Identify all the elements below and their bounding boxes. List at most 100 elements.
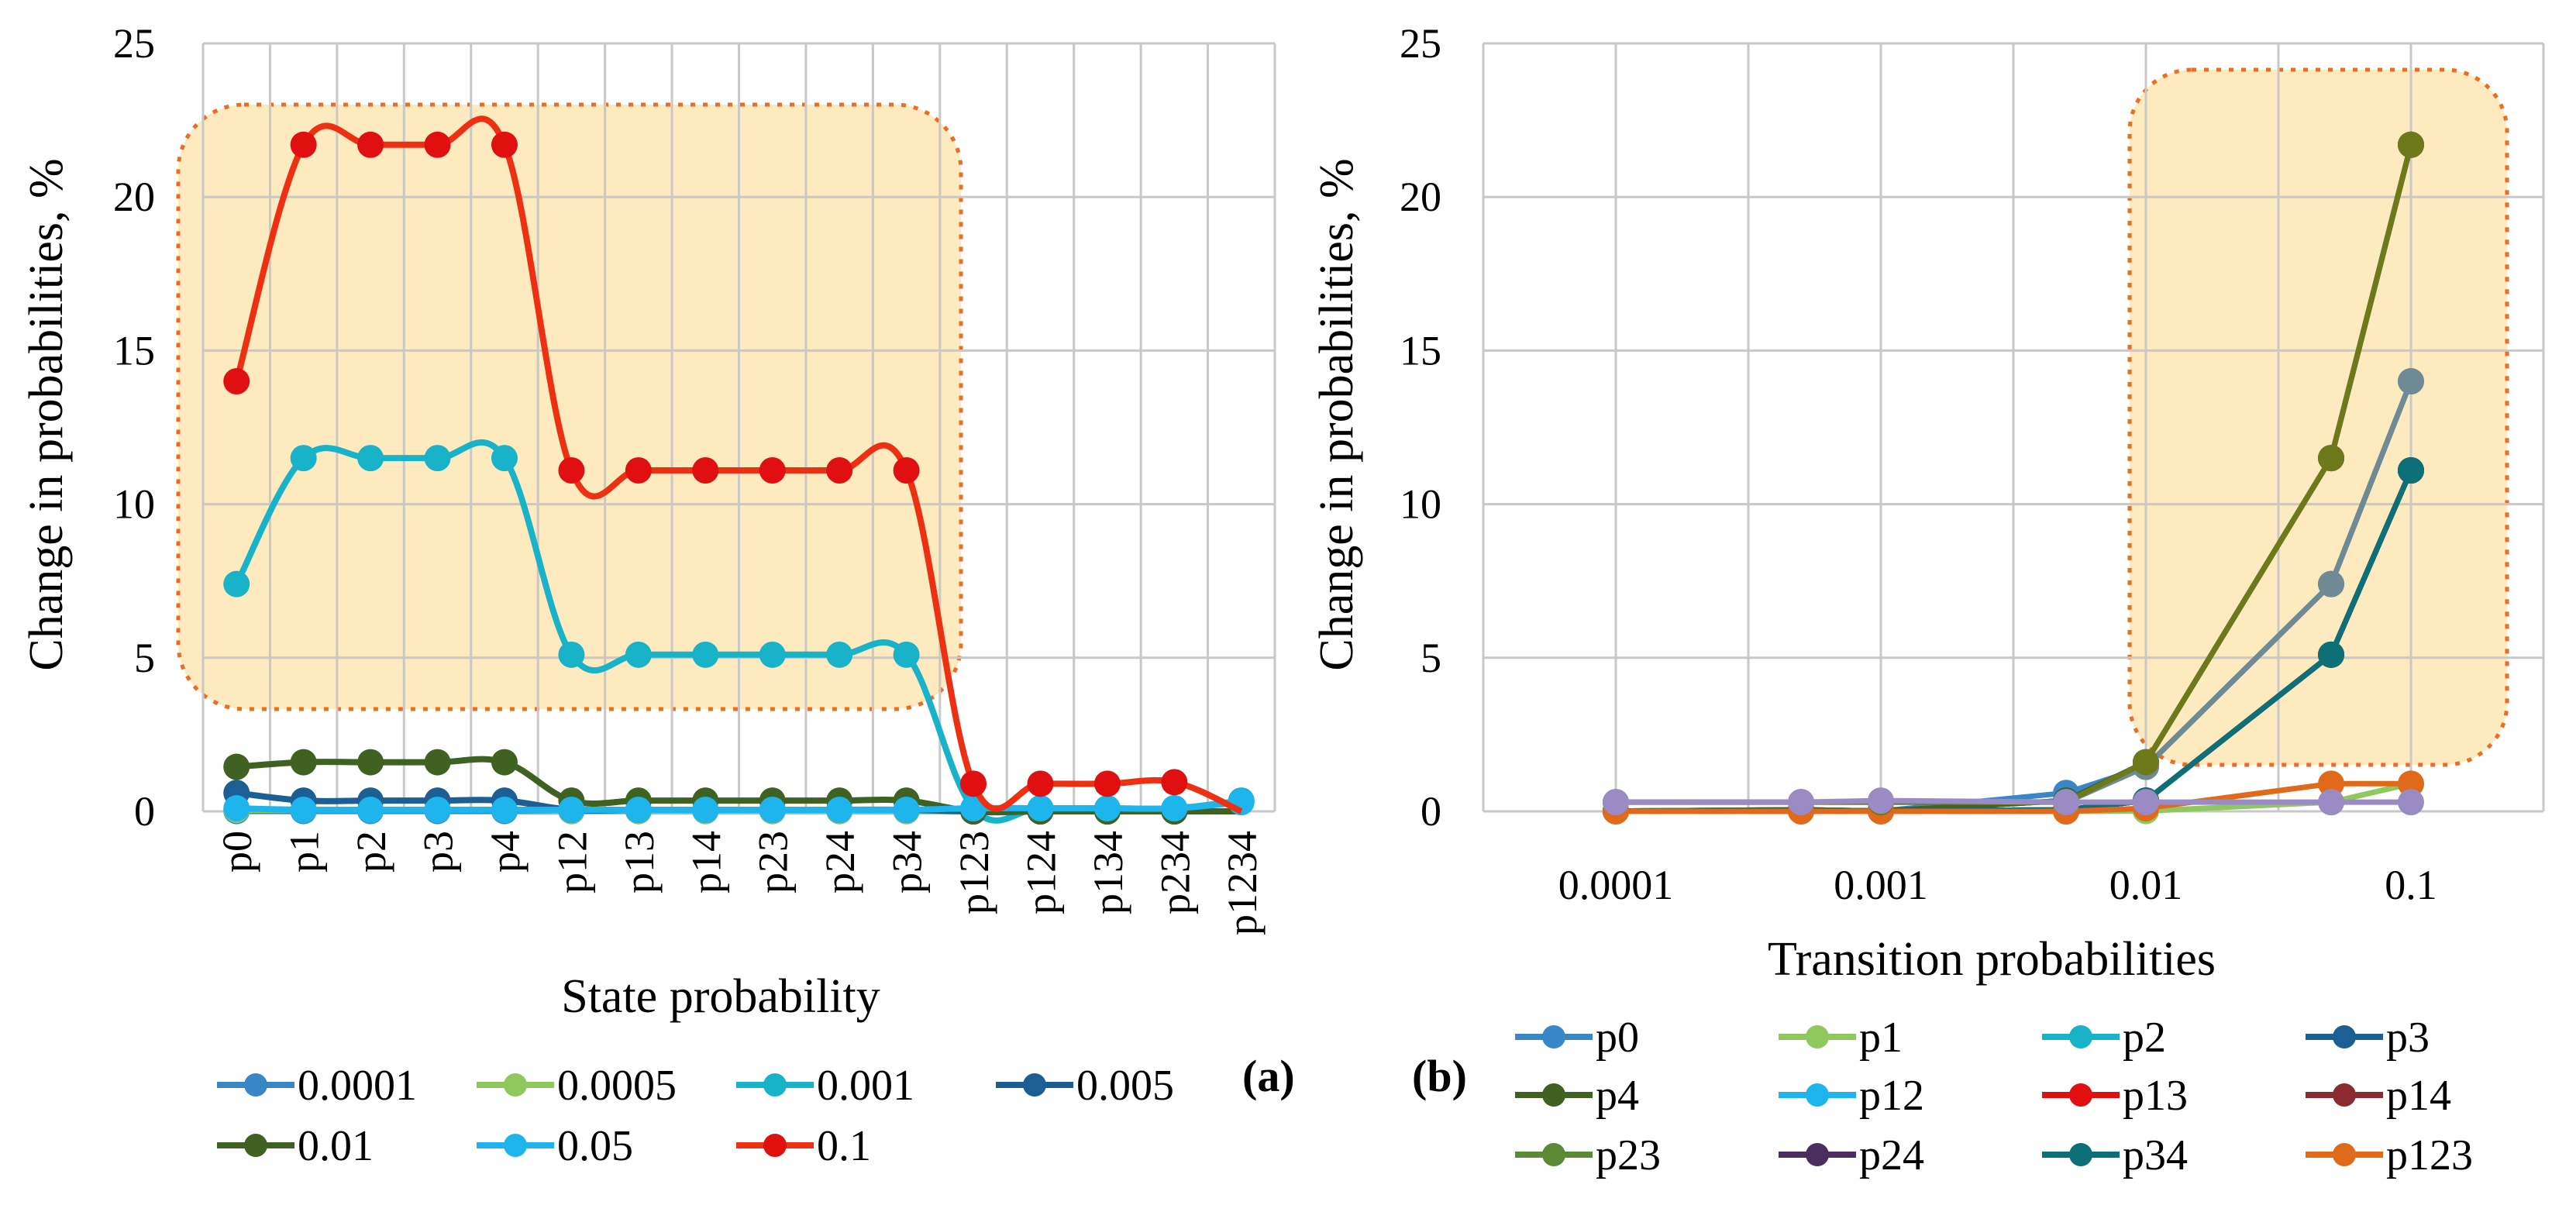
panel-label-b: (b) <box>1412 1051 1467 1101</box>
legend-a: 0.0001 0.0005 0.001 0.005 0.01 0.05 0.1 <box>217 1062 1174 1170</box>
data-point <box>1161 769 1188 796</box>
data-point <box>826 797 853 824</box>
data-point <box>893 797 920 824</box>
legend-label: p4 <box>1596 1072 1639 1120</box>
data-point <box>2133 789 2159 816</box>
data-point <box>2398 789 2424 816</box>
y-axis-title-a: Change in probabilities, % <box>20 158 73 670</box>
legend-marker <box>1023 1073 1046 1097</box>
gridlines-a <box>201 42 1276 813</box>
data-point <box>2398 770 2424 797</box>
legend-label: p12 <box>1859 1072 1924 1120</box>
x-tick-label-b: 0.0001 <box>1558 862 1674 908</box>
data-point <box>223 368 250 395</box>
x-tick-label-b: 0.001 <box>1834 862 1928 908</box>
legend-label: p2 <box>2123 1014 2166 1062</box>
b-legend-item-p3: p3 <box>2306 1014 2430 1062</box>
legend-label: p14 <box>2386 1072 2451 1120</box>
b-legend-item-p0: p0 <box>1515 1014 1639 1062</box>
a-legend-item-0.005: 0.005 <box>996 1062 1174 1110</box>
data-point <box>625 641 652 668</box>
data-point <box>759 641 786 668</box>
legend-label: p0 <box>1596 1014 1639 1062</box>
legend-label: 0.05 <box>557 1122 633 1170</box>
series-lines-b <box>1603 131 2424 825</box>
b-legend-item-p13: p13 <box>2042 1072 2188 1120</box>
legend-marker <box>763 1134 787 1157</box>
y-tick-labels-b: 0 5 10 15 20 25 <box>1400 20 1441 835</box>
data-point <box>491 749 518 776</box>
legend-label: 0.0001 <box>298 1062 417 1110</box>
x-tick-label-a: p2 <box>348 831 394 873</box>
b-legend-item-p24: p24 <box>1779 1131 1924 1179</box>
data-point <box>2053 789 2080 816</box>
y-tick-label-a: 10 <box>113 481 155 528</box>
y-tick-label-a: 25 <box>113 20 155 67</box>
legend-b: p0 p1 p2 p3 p4 p12 p13 p14 p23 p24 p34 p123 <box>1515 1014 2473 1179</box>
data-point <box>2133 749 2159 776</box>
series-lines-a <box>223 115 1255 825</box>
b-legend-item-p34: p34 <box>2042 1131 2188 1179</box>
data-point <box>424 445 451 472</box>
legend-marker <box>504 1134 527 1157</box>
data-point <box>424 131 451 158</box>
data-point <box>2398 131 2424 158</box>
x-tick-label-a: p14 <box>683 831 729 894</box>
legend-marker <box>504 1073 527 1097</box>
a-legend-item-0.001: 0.001 <box>736 1062 914 1110</box>
data-point <box>424 749 451 776</box>
series-line <box>1616 797 2411 805</box>
b-legend-item-p23: p23 <box>1515 1131 1661 1179</box>
data-point <box>826 456 853 484</box>
legend-label: p24 <box>1859 1131 1924 1179</box>
legend-label: 0.1 <box>817 1122 871 1170</box>
data-point <box>558 797 585 824</box>
data-point <box>290 797 317 824</box>
series-b-p234-lavender <box>1603 787 2424 816</box>
legend-label: p34 <box>2123 1131 2188 1179</box>
y-tick-label-a: 0 <box>134 788 155 835</box>
data-point <box>1161 795 1188 822</box>
data-point <box>357 749 384 776</box>
x-tick-label-b: 0.01 <box>2109 862 2183 908</box>
legend-marker <box>2069 1025 2092 1048</box>
b-legend-item-p14: p14 <box>2306 1072 2451 1120</box>
legend-marker <box>1806 1143 1829 1166</box>
data-point <box>893 456 920 484</box>
data-point <box>1027 770 1054 797</box>
y-tick-label-a: 20 <box>113 174 155 220</box>
a-legend-item-0.0001: 0.0001 <box>217 1062 417 1110</box>
data-point <box>2318 570 2345 597</box>
legend-label: p3 <box>2386 1014 2430 1062</box>
series-line <box>236 799 1242 814</box>
x-tick-label-a: p3 <box>415 831 462 873</box>
legend-marker <box>244 1073 267 1097</box>
data-point <box>2398 368 2424 395</box>
x-tick-label-a: p0 <box>214 831 260 873</box>
y-tick-label-a: 5 <box>134 635 155 681</box>
y-tick-label-b: 15 <box>1400 327 1441 374</box>
b-legend-item-p1: p1 <box>1779 1014 1903 1062</box>
data-point <box>1093 795 1121 822</box>
x-axis-title-a: State probability <box>561 970 880 1023</box>
legend-marker <box>2333 1025 2356 1048</box>
legend-marker <box>2069 1083 2092 1107</box>
data-point <box>558 641 585 668</box>
highlight-region-a <box>176 102 963 711</box>
y-tick-label-b: 10 <box>1400 481 1441 528</box>
x-tick-label-a: p12 <box>549 831 595 894</box>
data-point <box>223 795 250 822</box>
data-point <box>625 456 652 484</box>
x-tick-label-a: p124 <box>1018 831 1064 914</box>
x-tick-label-a: p123 <box>951 831 997 914</box>
legend-label: p123 <box>2386 1131 2473 1179</box>
legend-marker <box>1542 1143 1565 1166</box>
data-point <box>692 456 719 484</box>
x-tick-label-a: p24 <box>817 831 863 894</box>
legend-label: p1 <box>1859 1014 1903 1062</box>
data-point <box>558 456 585 484</box>
x-tick-labels-a: p0 p1 p2 p3 p4 p12 p13 p14 p23 p24 p34 p123 p124 p134… <box>214 831 1266 935</box>
x-tick-label-a: p23 <box>750 831 797 894</box>
